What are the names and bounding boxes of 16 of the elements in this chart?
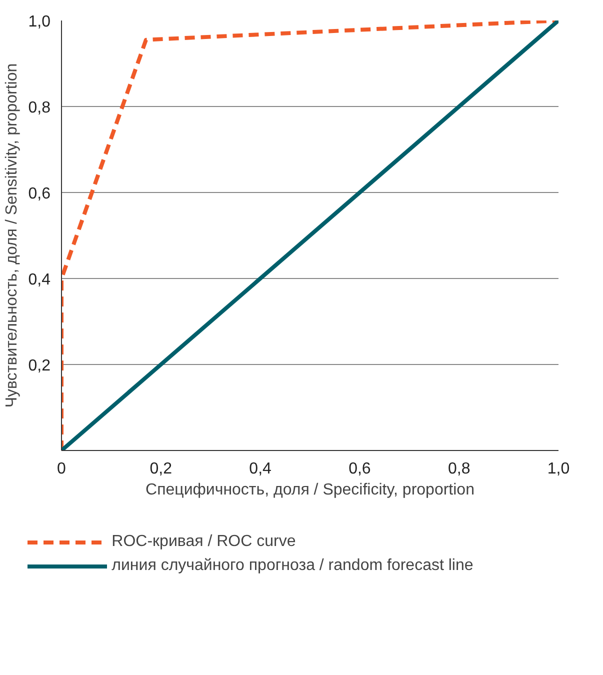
y-axis-title: Чувствительность, доля / Sensitivity, proportion: [3, 63, 20, 408]
legend-label: линия случайного прогноза / random forecast line: [112, 557, 474, 575]
x-tick-label: 1,0: [547, 460, 570, 478]
x-tick-label: 0: [57, 460, 66, 478]
line-series: [62, 20, 558, 450]
legend-label: ROC-кривая / ROC curve: [112, 533, 296, 551]
x-tick-label: 0,4: [249, 460, 272, 478]
y-tick-label: 0,6: [28, 186, 51, 202]
y-tick-label: 0,4: [28, 272, 51, 288]
y-tick-label: 1,0: [28, 14, 51, 30]
x-tick-label: 0,6: [348, 460, 371, 478]
x-tick-label: 0,8: [448, 460, 470, 478]
y-tick-label: 0,8: [28, 100, 51, 116]
x-tick-label: 0,2: [150, 460, 172, 478]
x-axis-title: Специфичность, доля / Specificity, proportion: [146, 482, 474, 498]
y-tick-label: 0,2: [28, 358, 51, 374]
